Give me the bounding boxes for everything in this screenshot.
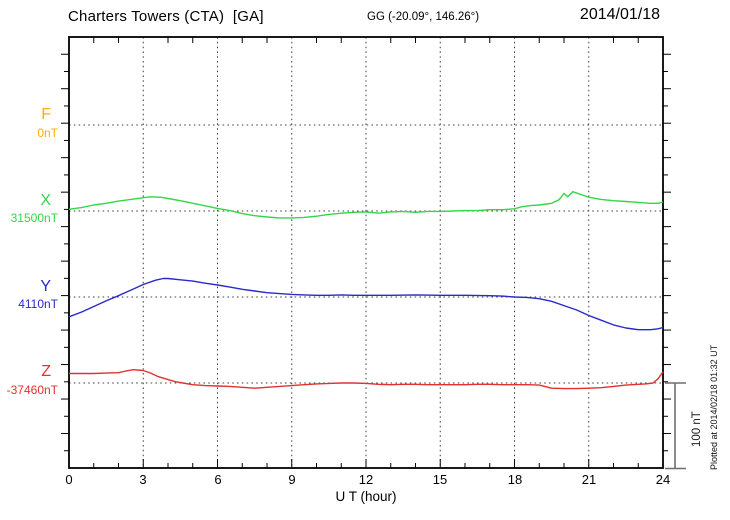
channel-baseline-z: -37460nT: [6, 383, 58, 397]
x-tick-3: 3: [139, 472, 147, 487]
channel-baseline-x: 31500nT: [10, 211, 58, 225]
channel-label-z: Z: [41, 363, 51, 380]
plotted-at-note: Plotted at 2014/02/18 01:32 UT: [709, 344, 719, 470]
x-tick-24: 24: [655, 472, 671, 487]
x-tick-6: 6: [214, 472, 222, 487]
x-axis-label: U T (hour): [335, 489, 397, 504]
x-tick-15: 15: [432, 472, 448, 487]
channel-baseline-y: 4110nT: [18, 297, 58, 311]
plot-date: 2014/01/18: [579, 6, 660, 23]
channel-label-f: F: [41, 106, 51, 123]
x-tick-9: 9: [288, 472, 296, 487]
x-tick-12: 12: [358, 472, 374, 487]
x-tick-21: 21: [581, 472, 597, 487]
trace-z: [69, 369, 664, 390]
x-tick-0: 0: [65, 472, 73, 487]
plot-frame: [68, 36, 664, 469]
geographic-coordinates: GG (-20.09°, 146.26°): [367, 11, 480, 23]
scale-bar-label: 100 nT: [691, 411, 703, 447]
trace-y: [68, 277, 664, 331]
channel-baseline-f: 0nT: [37, 126, 58, 140]
channel-label-x: X: [40, 192, 51, 209]
page-title: Charters Towers (CTA) [GA]: [68, 8, 264, 25]
channel-label-y: Y: [40, 278, 51, 295]
x-tick-18: 18: [507, 472, 523, 487]
trace-x: [68, 190, 664, 219]
